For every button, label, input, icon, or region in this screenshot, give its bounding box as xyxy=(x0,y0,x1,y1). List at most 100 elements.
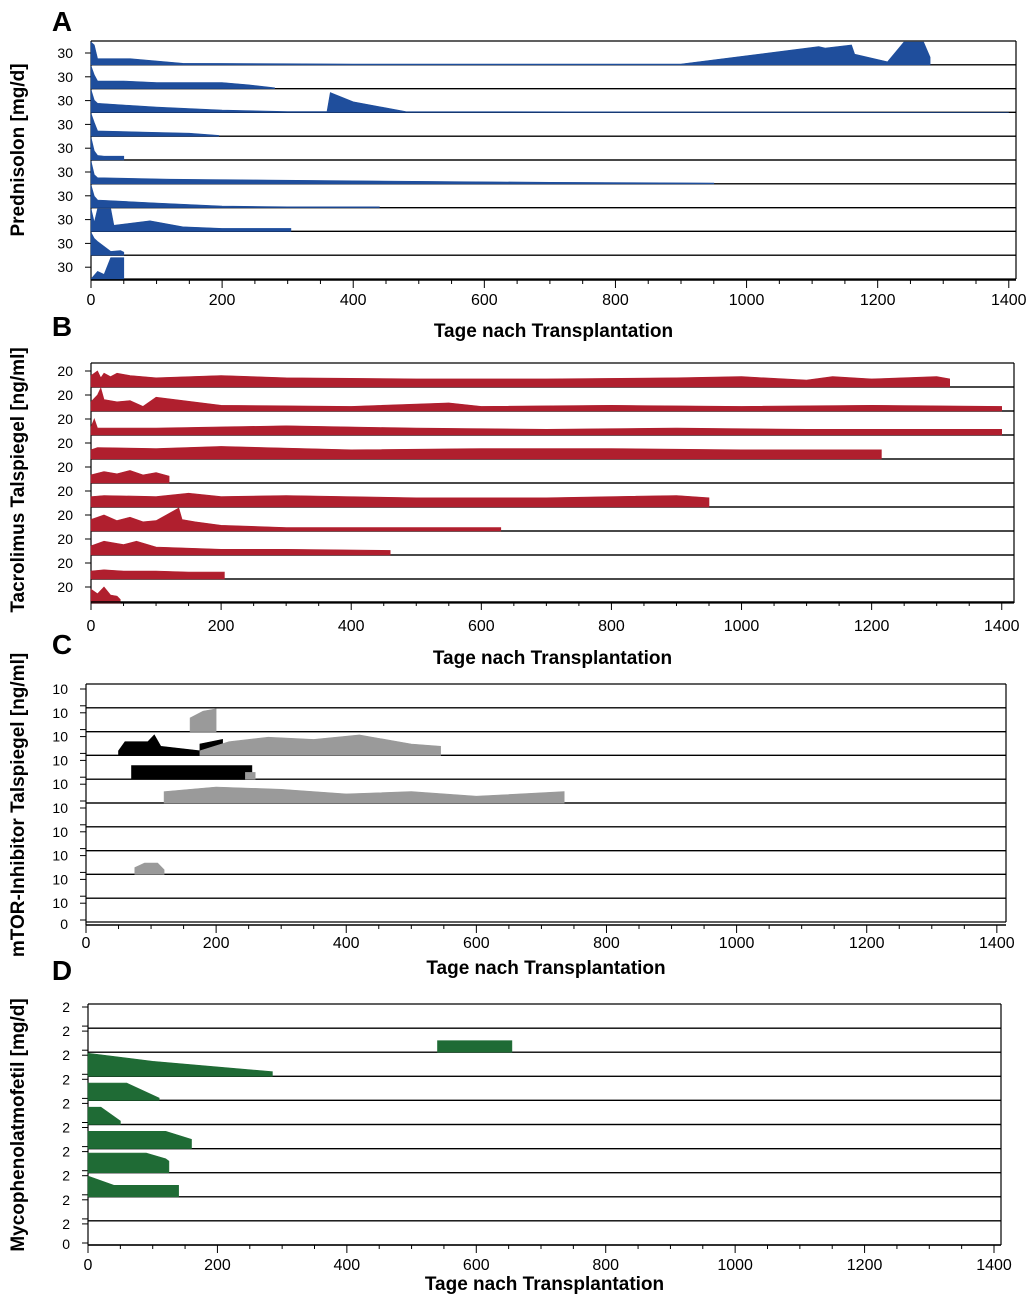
series-area-6 xyxy=(87,1131,192,1149)
panel-letter: A xyxy=(52,6,72,37)
series-area-gray xyxy=(134,862,165,875)
series-area-gray xyxy=(189,708,217,732)
x-tick-label: 0 xyxy=(87,618,96,635)
x-tick-label: 1400 xyxy=(984,618,1020,635)
x-tick-label: 400 xyxy=(333,935,360,952)
series-area-3 xyxy=(87,1052,273,1077)
series-area-8 xyxy=(87,1175,179,1198)
row-tick-label: 2 xyxy=(62,1023,70,1039)
series-area-gray xyxy=(199,734,441,756)
row-tick-label: 10 xyxy=(52,800,68,816)
row-tick-label: 10 xyxy=(52,871,68,887)
x-tick-label: 1400 xyxy=(976,1257,1012,1274)
x-tick-label: 0 xyxy=(84,1257,93,1274)
x-tick-label: 800 xyxy=(593,935,620,952)
series-area-1 xyxy=(90,370,950,388)
series-area-10 xyxy=(90,586,121,604)
series-area-2 xyxy=(90,65,275,89)
series-area-2 xyxy=(437,1040,513,1053)
y-axis-title: Prednisolon [mg/d] xyxy=(8,63,29,236)
x-tick-label: 1000 xyxy=(724,618,760,635)
series-area-black xyxy=(118,734,201,756)
x-tick-label: 200 xyxy=(208,618,235,635)
row-tick-label: 2 xyxy=(62,1192,70,1208)
panel-letter: D xyxy=(52,955,72,986)
series-area-9 xyxy=(90,232,125,256)
row-tick-label: 2 xyxy=(62,999,70,1015)
row-tick-label: 2 xyxy=(62,1216,70,1232)
series-area-5 xyxy=(87,1106,121,1125)
row-tick-label: 20 xyxy=(57,459,73,475)
series-area-7 xyxy=(90,184,380,208)
row-tick-label: 30 xyxy=(57,116,73,132)
series-area-8 xyxy=(90,208,292,232)
x-tick-label: 1200 xyxy=(860,292,896,309)
series-area-4 xyxy=(90,446,882,460)
x-tick-label: 0 xyxy=(82,935,91,952)
series-area-2 xyxy=(90,387,1002,412)
row-tick-label: 2 xyxy=(62,1047,70,1063)
row-tick-label: 30 xyxy=(57,259,73,275)
x-axis-title: Tage nach Transplantation xyxy=(425,1274,664,1295)
row-tick-label: 20 xyxy=(57,579,73,595)
series-area-5 xyxy=(90,470,170,484)
x-tick-label: 1000 xyxy=(729,292,765,309)
series-area-gray xyxy=(163,786,565,804)
row-tick-label: 10 xyxy=(52,824,68,840)
row-tick-label: 2 xyxy=(62,1071,70,1087)
row-tick-label: 30 xyxy=(57,188,73,204)
series-area-6 xyxy=(90,160,715,185)
row-tick-label: 30 xyxy=(57,164,73,180)
row-tick-label: 20 xyxy=(57,363,73,379)
panel-letter: B xyxy=(52,311,72,342)
x-tick-label: 400 xyxy=(338,618,365,635)
x-tick-label: 200 xyxy=(204,1257,231,1274)
row-tick-label: 10 xyxy=(52,729,68,745)
row-tick-label: 30 xyxy=(57,212,73,228)
x-axis-title: Tage nach Transplantation xyxy=(434,321,673,342)
row-tick-label: 30 xyxy=(57,140,73,156)
x-tick-label: 600 xyxy=(468,618,495,635)
row-tick-label: 20 xyxy=(57,531,73,547)
series-area-5 xyxy=(90,137,125,161)
series-area-7 xyxy=(90,507,502,532)
x-tick-label: 800 xyxy=(592,1257,619,1274)
x-tick-label: 0 xyxy=(87,292,96,309)
series-area-7 xyxy=(87,1152,170,1173)
row-tick-label: 20 xyxy=(57,555,73,571)
series-area-6 xyxy=(90,492,710,508)
x-axis-title: Tage nach Transplantation xyxy=(426,958,665,979)
series-area-9 xyxy=(90,569,225,580)
y-axis-title: Mycophenolatmofetil [mg/d] xyxy=(8,998,29,1251)
x-tick-label: 600 xyxy=(463,1257,490,1274)
series-area-3 xyxy=(90,418,1002,436)
series-area-4 xyxy=(87,1082,160,1101)
series-area-1 xyxy=(90,41,931,66)
row-tick-label: 10 xyxy=(52,776,68,792)
row-tick-label: 10 xyxy=(52,752,68,768)
zero-tick-label: 0 xyxy=(62,1236,70,1252)
series-area-black xyxy=(131,765,253,780)
row-tick-label: 10 xyxy=(52,848,68,864)
x-tick-label: 400 xyxy=(340,292,367,309)
row-tick-label: 20 xyxy=(57,483,73,499)
row-tick-label: 30 xyxy=(57,235,73,251)
series-area-gray xyxy=(245,772,256,780)
row-tick-label: 10 xyxy=(52,705,68,721)
row-tick-label: 20 xyxy=(57,435,73,451)
row-tick-label: 2 xyxy=(62,1120,70,1136)
x-tick-label: 400 xyxy=(334,1257,361,1274)
row-tick-label: 30 xyxy=(57,45,73,61)
x-tick-label: 200 xyxy=(209,292,236,309)
x-tick-label: 1200 xyxy=(849,935,885,952)
y-axis-title: mTOR-Inhibitor Talspiegel [ng/ml] xyxy=(8,653,29,957)
row-tick-label: 2 xyxy=(62,1095,70,1111)
x-tick-label: 800 xyxy=(598,618,625,635)
series-area-4 xyxy=(90,113,220,137)
x-tick-label: 600 xyxy=(471,292,498,309)
x-tick-label: 1400 xyxy=(991,292,1026,309)
row-tick-label: 2 xyxy=(62,1168,70,1184)
series-area-10 xyxy=(90,257,125,280)
row-tick-label: 10 xyxy=(52,895,68,911)
